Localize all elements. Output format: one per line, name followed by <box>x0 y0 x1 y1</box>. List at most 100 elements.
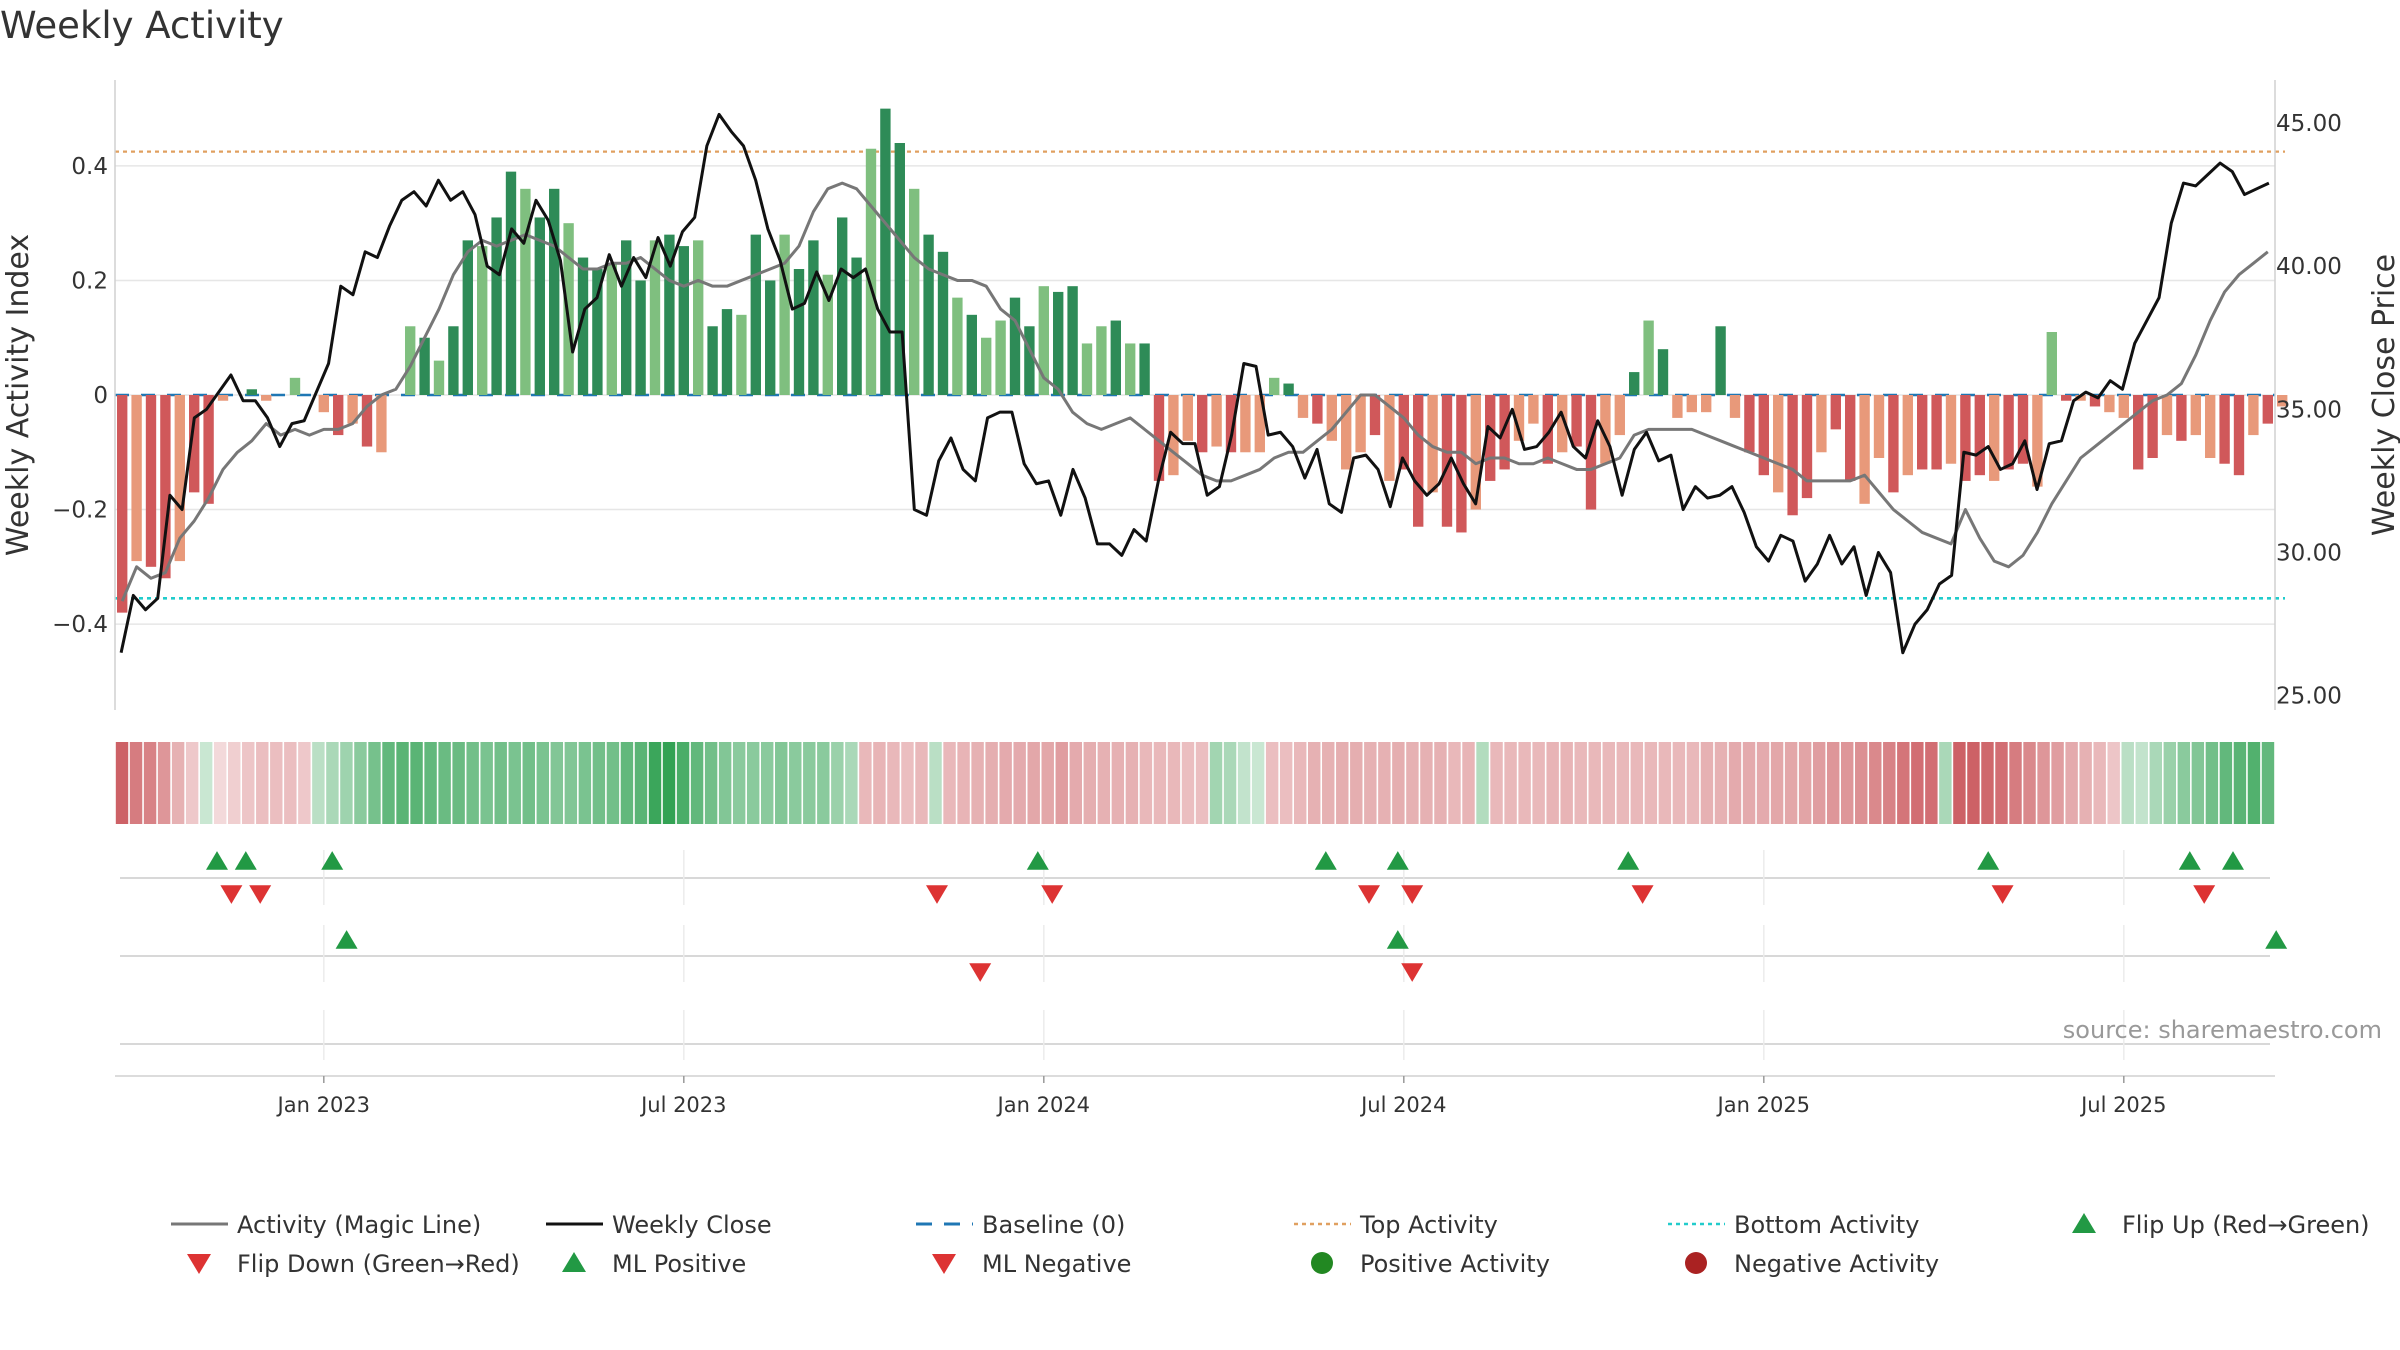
heat-cell <box>1336 742 1349 824</box>
legend-label: Negative Activity <box>1734 1250 1939 1278</box>
heat-cell <box>704 742 718 824</box>
heat-cell <box>1111 742 1125 824</box>
heat-cell <box>1350 742 1363 824</box>
activity-bar <box>721 309 733 395</box>
ml-positive-marker <box>335 930 358 949</box>
heat-cell <box>298 742 311 824</box>
activity-bar <box>1456 395 1467 533</box>
activity-bar <box>1989 395 2000 481</box>
activity-bar <box>117 395 128 613</box>
heat-cell <box>1672 742 1686 824</box>
heat-cell <box>1700 742 1714 824</box>
activity-bar <box>664 234 675 395</box>
heat-cell <box>256 742 269 824</box>
activity-bar <box>1081 343 1093 395</box>
activity-bar <box>534 217 545 395</box>
heat-cell <box>831 742 844 824</box>
activity-bar <box>1513 395 1525 441</box>
legend-item: Negative Activity <box>1685 1250 1939 1278</box>
heat-cell <box>1392 742 1405 824</box>
magic-line <box>120 181 2269 602</box>
legend-label: ML Negative <box>982 1250 1131 1278</box>
right-tick-label: 45.00 <box>2276 111 2342 137</box>
left-tick-label: −0.4 <box>52 612 108 638</box>
heat-cell <box>1027 742 1040 824</box>
heat-cell <box>2079 742 2092 824</box>
heat-cell <box>845 742 858 824</box>
activity-bar <box>2046 332 2057 395</box>
activity-bar <box>1254 395 1265 453</box>
activity-bar <box>822 274 833 395</box>
heat-cell <box>1364 742 1377 824</box>
activity-bar <box>1801 395 1813 499</box>
heat-cell <box>1223 742 1237 824</box>
activity-bar <box>1701 395 1712 413</box>
heat-cell <box>789 742 802 824</box>
heat-cell <box>480 742 493 824</box>
legend-label: Activity (Magic Line) <box>237 1211 481 1239</box>
heat-cell <box>1195 742 1209 824</box>
activity-bar <box>1585 395 1597 510</box>
activity-bar <box>1888 395 1899 493</box>
activity-bar <box>131 395 142 562</box>
x-tick-label: Jul 2025 <box>2079 1093 2166 1117</box>
activity-bar <box>1643 320 1654 395</box>
x-tick-label: Jul 2024 <box>1359 1093 1446 1117</box>
activity-bar <box>1182 395 1193 441</box>
heat-cell <box>1013 742 1026 824</box>
heat-cell <box>676 742 690 824</box>
weekly-close-line <box>119 112 2270 655</box>
heat-cell <box>1181 742 1195 824</box>
heat-cell <box>2149 742 2162 824</box>
heat-cell <box>1518 742 1531 824</box>
activity-bar <box>160 395 171 579</box>
flip-down-marker <box>1358 885 1380 904</box>
heat-cell <box>312 742 325 824</box>
heat-cell <box>326 742 339 824</box>
activity-bar <box>361 395 373 447</box>
activity-bar <box>1341 395 1352 470</box>
heat-cell <box>2135 742 2148 824</box>
activity-bar <box>1441 395 1453 527</box>
activity-bar <box>347 395 358 424</box>
activity-bar <box>189 395 200 493</box>
heat-cell <box>1728 742 1742 824</box>
legend-label: Flip Up (Red→Green) <box>2122 1211 2370 1239</box>
activity-bar <box>1499 395 1510 470</box>
activity-bar <box>894 143 905 395</box>
flip-down-marker <box>926 885 948 904</box>
marker-panels <box>115 850 2288 1077</box>
activity-bar <box>2118 395 2129 418</box>
heat-cell <box>662 742 676 824</box>
activity-bar <box>1197 395 1208 453</box>
flip-down-marker <box>1401 885 1424 904</box>
activity-bar <box>837 217 848 395</box>
activity-bar <box>649 240 661 395</box>
legend-item: ML Positive <box>562 1250 746 1278</box>
right-axis-label: Weekly Close Price <box>2367 254 2400 536</box>
legend-item: Baseline (0) <box>916 1211 1125 1239</box>
heat-cell <box>929 742 942 824</box>
heat-cell <box>1574 742 1587 824</box>
heat-cell <box>466 742 479 824</box>
heat-cell <box>396 742 409 824</box>
heat-cell <box>2065 742 2078 824</box>
activity-bar <box>750 234 761 395</box>
heat-cell <box>2107 742 2120 824</box>
activity-bar <box>1053 291 1064 395</box>
activity-bar <box>1038 286 1049 395</box>
activity-heat-strip <box>115 742 2275 824</box>
heat-cell <box>1378 742 1391 824</box>
heat-cell <box>185 742 199 824</box>
activity-bar <box>405 326 416 395</box>
x-tick-label: Jan 2025 <box>1716 1093 1811 1117</box>
activity-bar <box>765 280 776 395</box>
heat-cell <box>2247 742 2261 824</box>
activity-bar <box>261 395 272 401</box>
activity-bar <box>2205 395 2216 458</box>
activity-bar <box>606 263 617 395</box>
activity-bars <box>117 108 2288 613</box>
heat-cell <box>1939 742 1952 824</box>
activity-bar <box>1873 395 1885 458</box>
source-credit: source: sharemaestro.com <box>2063 1016 2382 1044</box>
